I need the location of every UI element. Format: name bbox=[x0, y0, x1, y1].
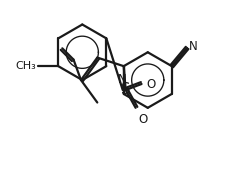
Text: S: S bbox=[121, 82, 130, 97]
Text: O: O bbox=[147, 78, 156, 90]
Text: N: N bbox=[118, 73, 127, 86]
Text: CH₃: CH₃ bbox=[16, 61, 36, 71]
Text: O: O bbox=[139, 113, 148, 126]
Text: N: N bbox=[189, 40, 198, 53]
